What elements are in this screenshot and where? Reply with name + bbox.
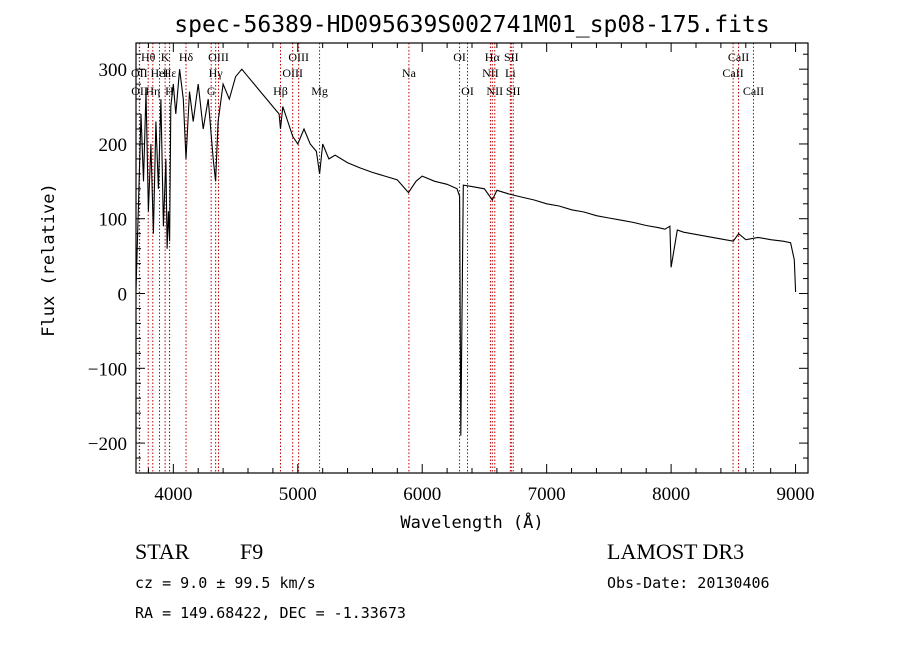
y-tick-label-5: 300 [99, 60, 128, 81]
line-label-24: SII [506, 84, 521, 98]
chart-title: spec-56389-HD095639S002741M01_sp08-175.f… [174, 12, 769, 38]
line-label-16: Na [402, 66, 417, 80]
object-class: STAR [135, 539, 190, 564]
line-label-4: HeI [151, 66, 169, 80]
plot-frame [135, 42, 809, 474]
line-label-9: OIII [208, 50, 229, 64]
line-label-1: OII [131, 66, 148, 80]
y-tick-label-1: −100 [88, 359, 127, 380]
redshift-text: cz = 9.0 ± 99.5 km/s [135, 574, 316, 592]
line-label-22: SII [504, 50, 519, 64]
y-tick-label-4: 200 [99, 135, 128, 156]
line-label-25: CaII [722, 66, 743, 80]
line-label-15: Mg [311, 84, 328, 98]
x-tick-label-3: 7000 [528, 484, 566, 505]
spectral-line-markers [138, 43, 754, 473]
line-label-8: Hδ [179, 50, 194, 64]
line-label-13: OIII [282, 66, 303, 80]
line-label-27: CaII [743, 84, 764, 98]
axis-ticks: 4000 5000 6000 7000 8000 9000 −200 −100 0 100 200 3… [88, 43, 815, 505]
x-tick-label-2: 6000 [403, 484, 441, 505]
line-label-5: K [161, 50, 170, 64]
x-axis-label: Wavelength (Å) [400, 511, 543, 533]
y-axis-label: Flux (relative) [39, 183, 59, 337]
y-tick-label-2: 0 [118, 285, 128, 306]
observation-date: Obs-Date: 20130406 [607, 574, 770, 592]
object-subclass: F9 [240, 539, 264, 564]
line-label-12: Hβ [273, 84, 288, 98]
x-tick-label-5: 9000 [777, 484, 815, 505]
line-label-26: CaII [728, 50, 749, 64]
line-label-14: OIII [288, 50, 309, 64]
x-tick-label-4: 8000 [652, 484, 690, 505]
line-label-11: G [207, 84, 216, 98]
line-label-3: Hη [145, 84, 160, 98]
line-label-6: H [165, 84, 174, 98]
line-label-19: NII [482, 66, 499, 80]
line-label-20: Hα [485, 50, 501, 64]
line-label-23: Li [505, 66, 516, 80]
line-label-0: Hθ [141, 50, 156, 64]
x-tick-label-0: 4000 [154, 484, 192, 505]
line-label-10: Hγ [209, 66, 224, 80]
y-tick-label-0: −200 [88, 434, 127, 455]
flux-series-line [135, 68, 797, 436]
y-tick-label-3: 100 [99, 210, 128, 231]
line-label-21: NII [486, 84, 503, 98]
coordinates-text: RA = 149.68422, DEC = -1.33673 [135, 604, 406, 622]
x-tick-label-1: 5000 [279, 484, 317, 505]
line-label-18: OI [461, 84, 474, 98]
line-label-17: OI [453, 50, 466, 64]
line-label-7: Hε [163, 66, 177, 80]
survey-name: LAMOST DR3 [607, 539, 745, 564]
